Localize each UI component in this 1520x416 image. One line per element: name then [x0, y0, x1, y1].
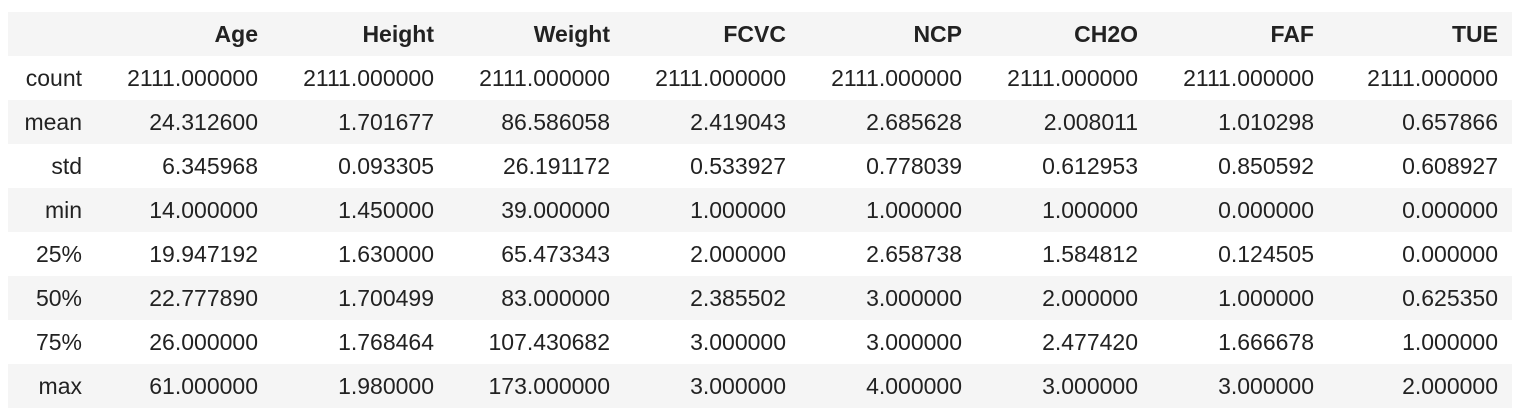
table-row: 50% 22.777890 1.700499 83.000000 2.38550… — [8, 276, 1512, 320]
table-row: count 2111.000000 2111.000000 2111.00000… — [8, 56, 1512, 100]
table-cell: 61.000000 — [149, 372, 258, 399]
table-cell: 2.658738 — [866, 240, 962, 267]
row-label: max — [38, 372, 82, 399]
table-cell: 1.666678 — [1218, 328, 1314, 355]
row-label: count — [25, 64, 82, 91]
table-cell: 2111.000000 — [655, 64, 786, 91]
header-row: Age Height Weight FCVC NCP CH2O FAF TUE — [8, 12, 1512, 56]
table-cell: 0.093305 — [338, 152, 434, 179]
column-header-ch2o: CH2O — [1074, 20, 1138, 47]
table-cell: 1.010298 — [1218, 108, 1314, 135]
table-cell: 2.000000 — [1042, 284, 1138, 311]
row-label: 75% — [35, 328, 82, 355]
column-header-fcvc: FCVC — [723, 20, 786, 47]
table-cell: 14.000000 — [149, 196, 258, 223]
table-cell: 2.000000 — [690, 240, 786, 267]
row-label: mean — [24, 108, 82, 135]
table-cell: 22.777890 — [149, 284, 258, 311]
table-cell: 2.008011 — [1043, 108, 1138, 135]
column-header-ncp: NCP — [913, 20, 962, 47]
table-cell: 1.700499 — [338, 284, 434, 311]
table-cell: 2111.000000 — [303, 64, 434, 91]
table-cell: 1.584812 — [1042, 240, 1138, 267]
table-cell: 0.657866 — [1402, 108, 1498, 135]
row-label: min — [44, 196, 82, 223]
table-cell: 2111.000000 — [127, 64, 258, 91]
table-row: 75% 26.000000 1.768464 107.430682 3.0000… — [8, 320, 1512, 364]
table-cell: 1.980000 — [338, 372, 434, 399]
table-row: min 14.000000 1.450000 39.000000 1.00000… — [8, 188, 1512, 232]
table-cell: 26.191172 — [502, 152, 610, 179]
table-cell: 1.768464 — [338, 328, 434, 355]
table-cell: 2111.000000 — [1007, 64, 1138, 91]
table-cell: 2.385502 — [690, 284, 786, 311]
table-row: max 61.000000 1.980000 173.000000 3.0000… — [8, 364, 1512, 408]
table-cell: 1.000000 — [690, 196, 786, 223]
table-cell: 2.000000 — [1402, 372, 1498, 399]
table-cell: 3.000000 — [866, 284, 962, 311]
table-cell: 1.450000 — [338, 196, 434, 223]
table-cell: 1.000000 — [1402, 328, 1498, 355]
table-cell: 3.000000 — [690, 372, 786, 399]
column-header-tue: TUE — [1452, 20, 1498, 47]
table-cell: 26.000000 — [149, 328, 258, 355]
table-cell: 0.124505 — [1218, 240, 1314, 267]
table-cell: 2.419043 — [690, 108, 786, 135]
row-label: std — [51, 152, 82, 179]
table-cell: 0.533927 — [690, 152, 786, 179]
table-cell: 2111.000000 — [1367, 64, 1498, 91]
column-header-weight: Weight — [533, 20, 610, 47]
table-cell: 39.000000 — [501, 196, 610, 223]
table-cell: 0.000000 — [1218, 196, 1314, 223]
table-cell: 0.850592 — [1218, 152, 1314, 179]
table-cell: 3.000000 — [1218, 372, 1314, 399]
table-cell: 3.000000 — [866, 328, 962, 355]
table-body: count 2111.000000 2111.000000 2111.00000… — [8, 56, 1512, 408]
table-cell: 2111.000000 — [831, 64, 962, 91]
table-row: 25% 19.947192 1.630000 65.473343 2.00000… — [8, 232, 1512, 276]
table-cell: 0.000000 — [1402, 196, 1498, 223]
row-label: 25% — [35, 240, 82, 267]
table-cell: 1.000000 — [1218, 284, 1314, 311]
row-label: 50% — [35, 284, 82, 311]
table-cell: 107.430682 — [488, 328, 610, 355]
table-row: std 6.345968 0.093305 26.191172 0.533927… — [8, 144, 1512, 188]
table-cell: 2.477420 — [1042, 328, 1138, 355]
table-header: Age Height Weight FCVC NCP CH2O FAF TUE — [8, 12, 1512, 56]
table-cell: 19.947192 — [149, 240, 258, 267]
table-cell: 83.000000 — [501, 284, 610, 311]
describe-table: Age Height Weight FCVC NCP CH2O FAF TUE … — [8, 12, 1512, 408]
column-header-height: Height — [362, 20, 434, 47]
table-cell: 0.612953 — [1042, 152, 1138, 179]
table-cell: 0.625350 — [1402, 284, 1498, 311]
table-cell: 24.312600 — [149, 108, 258, 135]
table-cell: 4.000000 — [866, 372, 962, 399]
table-cell: 86.586058 — [501, 108, 610, 135]
table-cell: 3.000000 — [1042, 372, 1138, 399]
table-cell: 6.345968 — [162, 152, 258, 179]
table-cell: 0.778039 — [866, 152, 962, 179]
table-cell: 3.000000 — [690, 328, 786, 355]
table-row: mean 24.312600 1.701677 86.586058 2.4190… — [8, 100, 1512, 144]
column-header-age: Age — [214, 20, 258, 47]
table-cell: 2.685628 — [866, 108, 962, 135]
table-cell: 0.608927 — [1402, 152, 1498, 179]
table-cell: 1.701677 — [338, 108, 434, 135]
table-cell: 1.630000 — [338, 240, 434, 267]
table-cell: 173.000000 — [488, 372, 610, 399]
table-cell: 1.000000 — [866, 196, 962, 223]
table-cell: 2111.000000 — [479, 64, 610, 91]
index-header — [8, 12, 96, 56]
table-cell: 65.473343 — [501, 240, 610, 267]
table-cell: 1.000000 — [1042, 196, 1138, 223]
table-cell: 0.000000 — [1402, 240, 1498, 267]
column-header-faf: FAF — [1270, 20, 1314, 47]
table-cell: 2111.000000 — [1183, 64, 1314, 91]
